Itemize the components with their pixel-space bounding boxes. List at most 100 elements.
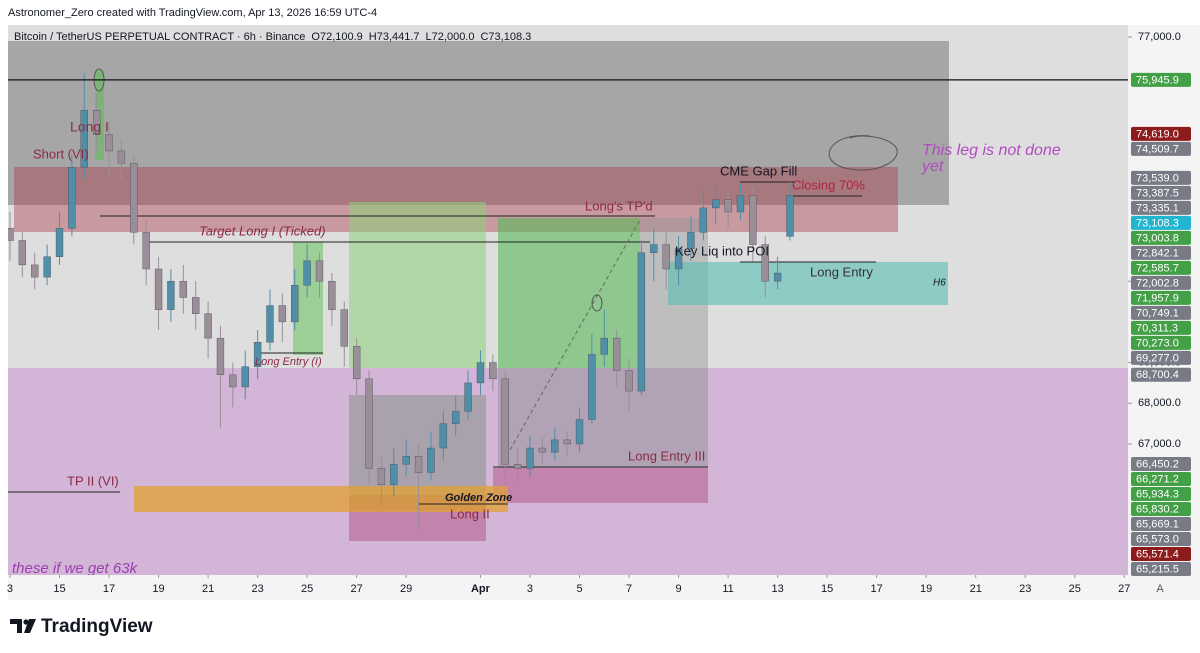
candle-body bbox=[724, 199, 732, 213]
price-tag bbox=[1131, 215, 1191, 230]
candle-body bbox=[291, 285, 299, 323]
y-tick-label: 77,000.0 bbox=[1138, 31, 1181, 43]
projection-line bbox=[509, 219, 641, 451]
candle-body bbox=[773, 272, 782, 282]
price-tag bbox=[1131, 200, 1191, 215]
x-tick-label: 21 bbox=[202, 583, 214, 595]
x-tick-label: 7 bbox=[626, 583, 632, 595]
price-tag-label: 73,108.3 bbox=[1136, 217, 1179, 229]
price-tag bbox=[1131, 290, 1191, 305]
annotation: Short (VI) bbox=[33, 146, 89, 161]
price-tag-label: 65,830.2 bbox=[1136, 503, 1179, 515]
price-tag-label: 73,539.0 bbox=[1136, 172, 1179, 184]
purple-zone bbox=[8, 368, 1128, 575]
annotation: This leg is not done bbox=[922, 142, 1061, 159]
footer-logo: TradingView bbox=[10, 616, 153, 637]
x-tick-label: 15 bbox=[821, 583, 833, 595]
grey-zone bbox=[8, 41, 949, 205]
price-tag bbox=[1131, 72, 1191, 87]
price-tag-label: 66,450.2 bbox=[1136, 458, 1179, 470]
x-tick-label: 25 bbox=[301, 583, 313, 595]
candle-body bbox=[229, 374, 237, 388]
price-tag-label: 72,585.7 bbox=[1136, 262, 1179, 274]
price-tag-label: 65,669.1 bbox=[1136, 518, 1179, 530]
price-tag bbox=[1131, 170, 1191, 185]
green-zone bbox=[349, 202, 486, 368]
plot-area: Long I Short (VI) Target Long I (Ticked)… bbox=[8, 25, 1128, 577]
price-tag bbox=[1131, 487, 1191, 501]
candle-body bbox=[600, 337, 608, 355]
circle-drawing bbox=[828, 135, 898, 171]
price-tag-label: 71,957.9 bbox=[1136, 292, 1179, 304]
candle-body bbox=[650, 244, 658, 253]
candle-body bbox=[662, 244, 670, 270]
price-tag-label: 66,271.2 bbox=[1136, 473, 1179, 485]
logo-icon bbox=[10, 619, 22, 633]
candle-body bbox=[736, 195, 745, 213]
x-tick-label: 11 bbox=[722, 583, 733, 595]
circle-drawing bbox=[591, 294, 603, 312]
candle-body bbox=[563, 439, 571, 445]
price-tag bbox=[1131, 517, 1191, 531]
candle-body bbox=[43, 256, 51, 278]
auto-scale-button[interactable]: A bbox=[1156, 583, 1164, 595]
price-tag bbox=[1131, 350, 1191, 365]
candle-body bbox=[489, 362, 497, 380]
annotation: Long I bbox=[70, 119, 109, 135]
price-tag-label: 75,945.9 bbox=[1136, 74, 1179, 86]
candle-body bbox=[55, 228, 64, 257]
candle-body bbox=[452, 411, 460, 424]
price-tag bbox=[1131, 305, 1191, 320]
candle-body bbox=[278, 305, 287, 323]
candle-body bbox=[377, 468, 386, 485]
long-entry-zone bbox=[668, 262, 948, 305]
candle-body bbox=[402, 455, 410, 465]
candle-body bbox=[241, 366, 249, 388]
price-tag bbox=[1131, 502, 1191, 516]
logo-icon bbox=[24, 619, 36, 633]
symbol-legend: Bitcoin / TetherUS PERPETUAL CONTRACT · … bbox=[14, 31, 531, 43]
candle-body bbox=[117, 150, 126, 164]
price-tag bbox=[1131, 532, 1191, 546]
price-tag bbox=[1131, 320, 1191, 335]
x-tick-label: 15 bbox=[53, 583, 65, 595]
candle-body bbox=[427, 447, 435, 473]
annotation: Long II bbox=[450, 506, 490, 521]
x-tick-label: 27 bbox=[351, 583, 363, 595]
candle-body bbox=[340, 309, 348, 347]
x-tick-label: 21 bbox=[970, 583, 982, 595]
x-tick-label: 13 bbox=[771, 583, 783, 595]
price-tag bbox=[1131, 472, 1191, 486]
candle-body bbox=[476, 362, 485, 384]
candle-body bbox=[303, 260, 311, 286]
price-tag-label: 68,700.4 bbox=[1136, 369, 1179, 381]
annotation: these if we get 63k bbox=[12, 560, 139, 577]
annotation: Closing 70% bbox=[792, 177, 865, 192]
candle-body bbox=[92, 110, 101, 135]
annotation: CME Gap Fill bbox=[720, 163, 797, 178]
price-tag bbox=[1131, 126, 1191, 141]
price-tag-label: 72,002.8 bbox=[1136, 277, 1179, 289]
annotation: yet bbox=[921, 158, 944, 175]
y-tick-label: 68,000.0 bbox=[1138, 397, 1181, 409]
candle-body bbox=[575, 419, 584, 445]
candle-body bbox=[18, 240, 27, 266]
candle-body bbox=[315, 260, 324, 282]
price-tag-label: 70,749.1 bbox=[1136, 307, 1179, 319]
candle-body bbox=[167, 280, 175, 310]
price-tag-label: 65,215.5 bbox=[1136, 563, 1179, 575]
candle-body bbox=[625, 370, 633, 392]
x-tick-label: 17 bbox=[103, 583, 115, 595]
annotation: Target Long I (Ticked) bbox=[199, 223, 326, 238]
price-tag-label: 73,387.5 bbox=[1136, 187, 1179, 199]
candle-body bbox=[674, 248, 683, 270]
footer-brand: TradingView bbox=[41, 616, 153, 637]
annotation: Long Entry bbox=[810, 264, 873, 279]
x-tick-label: 19 bbox=[920, 583, 932, 595]
x-tick-label: 3 bbox=[527, 583, 533, 595]
price-tag-label: 72,842.1 bbox=[1136, 247, 1179, 259]
price-tag bbox=[1131, 141, 1191, 156]
x-tick-label: 23 bbox=[251, 583, 263, 595]
y-tick-label: 67,000.0 bbox=[1138, 438, 1181, 450]
candle-body bbox=[526, 447, 534, 469]
